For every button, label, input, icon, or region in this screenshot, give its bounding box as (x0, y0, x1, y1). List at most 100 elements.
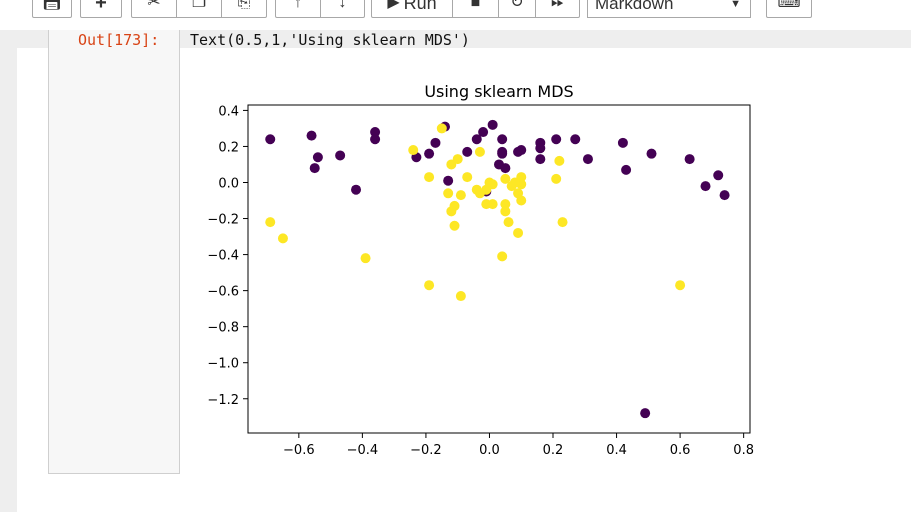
data-point-purple (306, 130, 317, 141)
x-tick-label: −0.2 (410, 443, 442, 458)
data-point-purple (535, 154, 546, 165)
data-point-purple (478, 127, 489, 138)
restart-button[interactable]: ↻ (498, 0, 536, 18)
output-prompt: Out[173]: (78, 31, 160, 49)
y-tick-label: −1.2 (207, 393, 239, 408)
data-point-purple (335, 150, 346, 161)
stop-button[interactable]: ■ (452, 0, 499, 18)
data-point-yellow (424, 172, 435, 183)
restart-run-all-button[interactable]: ⏩︎ (535, 0, 580, 18)
data-point-yellow (557, 217, 568, 228)
plot-frame (247, 104, 751, 434)
data-point-yellow (446, 206, 457, 217)
y-tick-label: 0.2 (218, 140, 239, 155)
keyboard-shortcuts-button[interactable]: ⌨ (766, 0, 812, 18)
data-point-yellow (500, 173, 511, 184)
data-point-purple (516, 145, 527, 156)
data-point-yellow (503, 217, 514, 228)
move-down-icon: ↓ (338, 0, 347, 11)
data-point-yellow (443, 188, 454, 199)
data-point-purple (640, 408, 651, 419)
data-point-purple (351, 184, 362, 195)
cut-icon: ✂ (147, 0, 161, 11)
data-point-purple (621, 164, 632, 175)
data-point-purple (312, 152, 323, 163)
x-tick-label: −0.6 (283, 443, 315, 458)
cell-type-select[interactable]: Markdown ▼ (587, 0, 751, 18)
output-prompt-area (48, 30, 180, 474)
data-point-yellow (408, 145, 419, 156)
y-tick-label: −0.2 (207, 213, 239, 228)
paste-icon: ⎘ (237, 0, 251, 11)
move-up-button[interactable]: ↑ (275, 0, 321, 18)
paste-button[interactable]: ⎘ (221, 0, 267, 18)
y-tick-label: −0.4 (207, 249, 239, 264)
data-point-yellow (455, 190, 466, 201)
data-point-purple (617, 137, 628, 148)
x-tick-label: 0.4 (606, 443, 627, 458)
data-point-purple (424, 148, 435, 159)
move-down-button[interactable]: ↓ (320, 0, 365, 18)
x-tick-label: −0.4 (347, 443, 379, 458)
data-point-purple (487, 119, 498, 130)
copy-button[interactable]: ❐ (176, 0, 222, 18)
data-point-purple (570, 134, 581, 145)
chevron-down-icon: ▼ (730, 0, 741, 10)
y-tick-label: 0.4 (218, 104, 239, 119)
save-icon: 💾︎ (41, 0, 63, 11)
data-point-purple (471, 134, 482, 145)
data-point-purple (535, 143, 546, 154)
scatter-plot: Using sklearn MDS −0.6 −0.4 −0.2 0.0 0.2 0.4 0.… (207, 82, 754, 458)
save-button[interactable]: 💾︎ (32, 0, 72, 18)
insert-cell-button[interactable]: + (80, 0, 122, 18)
data-point-purple (500, 163, 511, 174)
data-point-purple (443, 175, 454, 186)
data-point-yellow (449, 220, 460, 231)
data-point-yellow (551, 173, 562, 184)
data-point-yellow (277, 233, 288, 244)
data-point-yellow (436, 123, 447, 134)
data-point-purple (497, 148, 508, 159)
insert-cell-below-icon: + (95, 0, 107, 14)
data-point-purple (646, 148, 657, 159)
data-point-yellow (516, 195, 527, 206)
data-point-yellow (500, 206, 511, 217)
y-tick-label: −1.0 (207, 357, 239, 372)
data-point-purple (462, 146, 473, 157)
cut-button[interactable]: ✂ (131, 0, 177, 18)
data-point-purple (582, 154, 593, 165)
cell-type-value: Markdown (595, 0, 674, 13)
x-tick-label: 0.6 (670, 443, 691, 458)
run-label: Run (403, 0, 437, 13)
data-point-purple (370, 134, 381, 145)
data-point-purple (370, 127, 381, 138)
stop-icon: ■ (470, 0, 481, 11)
y-tick-label: 0.0 (218, 176, 239, 191)
data-point-yellow (497, 251, 508, 262)
data-point-purple (309, 163, 320, 174)
data-point-yellow (487, 199, 498, 210)
y-tick-label: −0.6 (207, 285, 239, 300)
move-up-icon: ↑ (294, 0, 302, 11)
keyboard-icon: ⌨ (777, 0, 801, 11)
output-text: Text(0.5,1,'Using sklearn MDS') (190, 31, 470, 49)
notebook-toolbar: 💾︎ + ✂ ❐ ⎘ ↑ ↓ ▶ Run ■ ↻ ⏩︎ Markdown ▼ ⌨ (0, 0, 911, 30)
data-point-yellow (554, 155, 565, 166)
data-point-yellow (455, 291, 466, 302)
data-point-yellow (265, 217, 276, 228)
data-point-purple (700, 181, 711, 192)
run-button[interactable]: ▶ Run (371, 0, 453, 18)
data-point-yellow (474, 146, 485, 157)
data-point-purple (265, 134, 276, 145)
data-point-yellow (513, 227, 524, 238)
data-point-purple (497, 134, 508, 145)
data-point-yellow (487, 179, 498, 190)
data-point-purple (684, 154, 695, 165)
copy-icon: ❐ (191, 0, 207, 11)
data-point-yellow (424, 280, 435, 291)
run-icon: ▶ (387, 0, 400, 11)
data-point-yellow (675, 280, 686, 291)
data-point-purple (551, 134, 562, 145)
fast-forward-icon: ⏩︎ (551, 0, 564, 11)
x-tick-label: 0.0 (479, 443, 500, 458)
